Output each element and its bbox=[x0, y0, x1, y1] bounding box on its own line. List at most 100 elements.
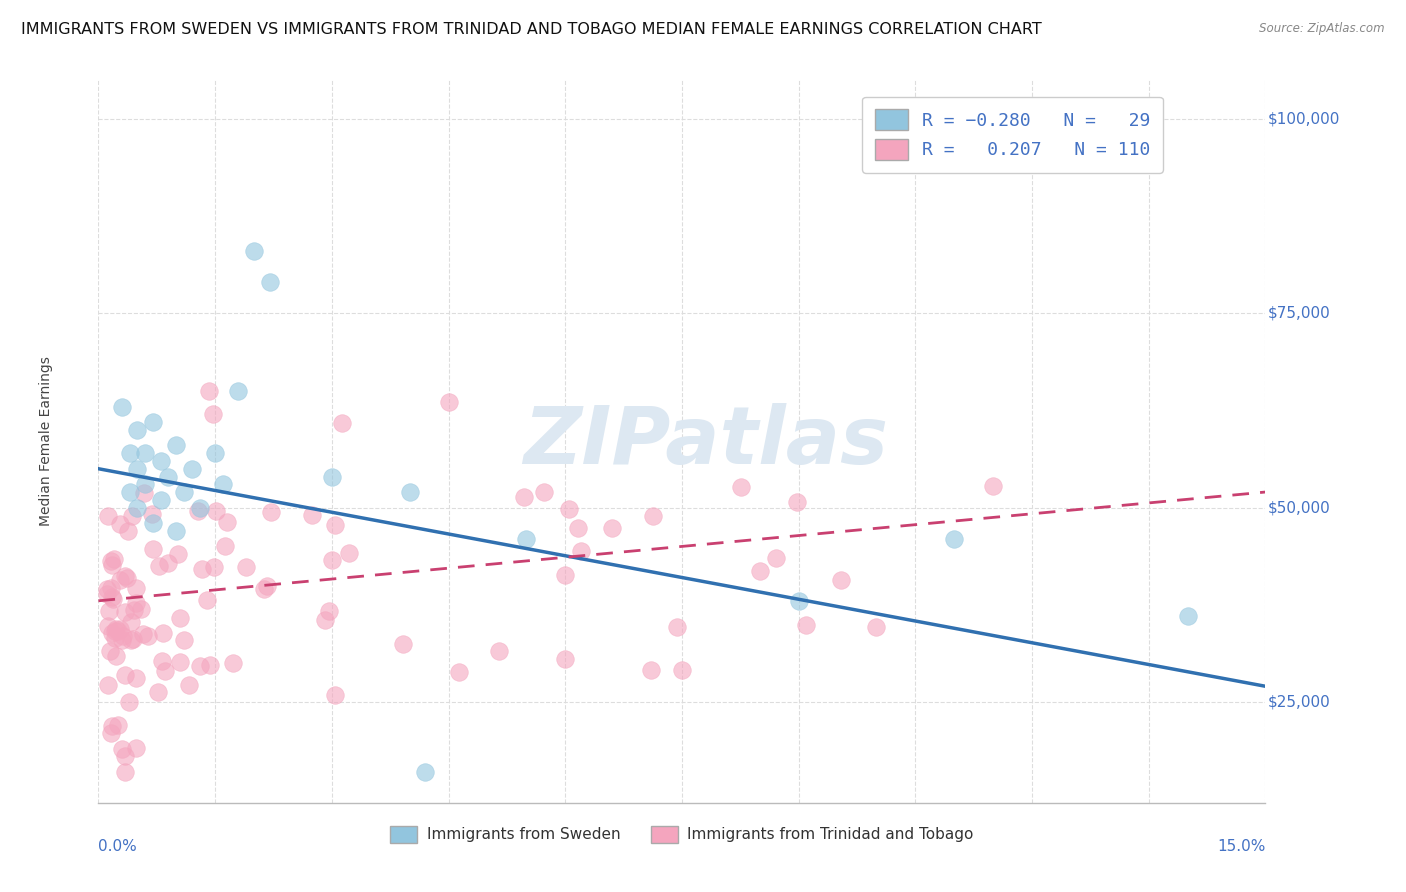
Point bbox=[515, 532, 537, 546]
Point bbox=[301, 508, 323, 522]
Point bbox=[100, 719, 122, 733]
Point bbox=[173, 485, 195, 500]
Point bbox=[201, 408, 224, 422]
Point bbox=[111, 400, 134, 414]
Point bbox=[96, 582, 118, 596]
Point bbox=[134, 485, 156, 500]
Text: $50,000: $50,000 bbox=[1268, 500, 1330, 515]
Point bbox=[204, 446, 226, 460]
Point bbox=[114, 749, 136, 764]
Point bbox=[149, 492, 172, 507]
Point bbox=[235, 559, 257, 574]
Point bbox=[97, 678, 120, 692]
Point bbox=[118, 485, 141, 500]
Point bbox=[533, 485, 555, 500]
Point bbox=[671, 663, 693, 677]
Point bbox=[212, 477, 235, 491]
Point bbox=[110, 632, 132, 647]
Point bbox=[259, 275, 281, 289]
Point bbox=[321, 469, 343, 483]
Point bbox=[125, 582, 148, 596]
Point bbox=[117, 524, 139, 538]
Point bbox=[157, 469, 180, 483]
Point bbox=[173, 633, 195, 648]
Point bbox=[943, 532, 966, 546]
Point bbox=[136, 629, 159, 643]
Point bbox=[188, 659, 211, 673]
Point bbox=[100, 726, 122, 740]
Point bbox=[107, 624, 129, 638]
Point bbox=[321, 553, 343, 567]
Point bbox=[96, 587, 118, 601]
Point bbox=[222, 656, 245, 670]
Point bbox=[323, 688, 346, 702]
Point bbox=[748, 564, 770, 578]
Point bbox=[1177, 609, 1199, 624]
Point bbox=[127, 423, 149, 437]
Point bbox=[215, 516, 238, 530]
Point bbox=[195, 593, 218, 607]
Point bbox=[202, 559, 225, 574]
Point bbox=[252, 582, 274, 597]
Text: $100,000: $100,000 bbox=[1268, 112, 1340, 127]
Point bbox=[156, 557, 179, 571]
Point bbox=[114, 605, 136, 619]
Point bbox=[188, 500, 211, 515]
Text: 15.0%: 15.0% bbox=[1218, 838, 1265, 854]
Text: 0.0%: 0.0% bbox=[98, 838, 138, 854]
Point bbox=[392, 636, 415, 650]
Point bbox=[120, 632, 142, 647]
Point bbox=[228, 384, 250, 398]
Point bbox=[98, 604, 121, 618]
Point bbox=[148, 685, 170, 699]
Point bbox=[794, 618, 817, 632]
Point bbox=[104, 632, 127, 646]
Point bbox=[600, 521, 623, 535]
Point bbox=[101, 592, 124, 607]
Point bbox=[101, 590, 124, 604]
Point bbox=[569, 544, 592, 558]
Point bbox=[153, 664, 176, 678]
Point bbox=[323, 518, 346, 533]
Text: IMMIGRANTS FROM SWEDEN VS IMMIGRANTS FROM TRINIDAD AND TOBAGO MEDIAN FEMALE EARN: IMMIGRANTS FROM SWEDEN VS IMMIGRANTS FRO… bbox=[21, 22, 1042, 37]
Point bbox=[413, 764, 436, 779]
Point bbox=[256, 579, 278, 593]
Point bbox=[330, 416, 353, 430]
Point bbox=[449, 665, 471, 679]
Point bbox=[554, 652, 576, 666]
Point bbox=[165, 524, 187, 538]
Point bbox=[124, 603, 146, 617]
Point bbox=[111, 629, 134, 643]
Point bbox=[198, 384, 221, 398]
Point bbox=[118, 446, 141, 460]
Point bbox=[169, 655, 191, 669]
Point bbox=[554, 568, 576, 582]
Point bbox=[132, 627, 155, 641]
Point bbox=[125, 596, 148, 610]
Point bbox=[121, 509, 143, 524]
Point bbox=[118, 695, 141, 709]
Point bbox=[177, 678, 200, 692]
Point bbox=[180, 461, 202, 475]
Point bbox=[640, 663, 662, 677]
Point bbox=[243, 244, 266, 259]
Point bbox=[104, 649, 127, 664]
Point bbox=[142, 516, 165, 530]
Point bbox=[981, 479, 1004, 493]
Point bbox=[260, 505, 283, 519]
Point bbox=[107, 718, 129, 732]
Point bbox=[318, 604, 340, 618]
Point bbox=[104, 624, 127, 639]
Text: ZIPatlas: ZIPatlas bbox=[523, 402, 887, 481]
Point bbox=[142, 415, 165, 429]
Point bbox=[169, 611, 191, 625]
Point bbox=[865, 620, 887, 634]
Point bbox=[152, 626, 174, 640]
Point bbox=[104, 622, 127, 636]
Text: $25,000: $25,000 bbox=[1268, 694, 1330, 709]
Point bbox=[166, 547, 188, 561]
Point bbox=[125, 741, 148, 756]
Legend: Immigrants from Sweden, Immigrants from Trinidad and Tobago: Immigrants from Sweden, Immigrants from … bbox=[384, 820, 980, 849]
Point bbox=[127, 500, 149, 515]
Point bbox=[200, 658, 222, 673]
